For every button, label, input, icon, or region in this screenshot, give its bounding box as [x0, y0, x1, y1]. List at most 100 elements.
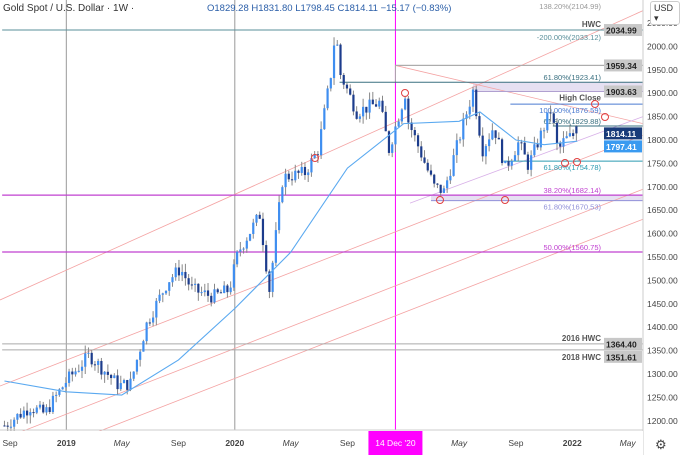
candle-down: [475, 89, 478, 117]
candle-down: [387, 131, 391, 153]
candle-up: [132, 371, 135, 379]
candle-down: [365, 106, 368, 113]
price-tick-label: 2000.00: [647, 41, 678, 51]
candle-up: [274, 230, 277, 263]
candle-up: [200, 292, 203, 294]
candle-down: [25, 410, 29, 416]
high-close-band: [472, 82, 643, 92]
candle-down: [93, 364, 97, 366]
candle-up: [484, 146, 488, 157]
candle-down: [342, 75, 345, 85]
candle-up: [22, 410, 25, 418]
price-tag: [604, 59, 642, 72]
price-tick-label: 1750.00: [647, 158, 678, 168]
price-tick-label: 1250.00: [647, 392, 678, 402]
candle-up: [38, 404, 42, 408]
candle-up: [45, 407, 48, 413]
price-tick-label: 1800.00: [647, 135, 678, 145]
candle-up: [135, 359, 139, 372]
candle-down: [187, 278, 190, 285]
candle-down: [352, 94, 355, 112]
candle-up: [16, 413, 19, 420]
candle-down: [303, 166, 307, 176]
price-tag-label: 1903.63: [606, 87, 637, 97]
candle-down: [42, 404, 45, 413]
price-tick-label: 1350.00: [647, 346, 678, 356]
price-tick-label: 1900.00: [647, 88, 678, 98]
price-tick-label: 1200.00: [647, 416, 678, 426]
candle-down: [226, 285, 229, 293]
candle-up: [174, 267, 177, 278]
level-label: 138.20%(2104.99): [539, 2, 601, 11]
candle-up: [533, 144, 536, 156]
price-tag: [604, 140, 642, 153]
price-tick-label: 1850.00: [647, 112, 678, 122]
candle-down: [410, 122, 413, 131]
candle-up: [9, 426, 13, 428]
candle-up: [171, 277, 174, 283]
currency-selector[interactable]: USD ▾: [650, 1, 680, 25]
price-tag: [604, 337, 642, 350]
candle-up: [307, 172, 310, 176]
price-tick-label: 1500.00: [647, 275, 678, 285]
level-label: 100.00%(1876.59): [539, 106, 601, 115]
candle-up: [336, 44, 339, 46]
candle-up: [300, 166, 303, 173]
candle-down: [349, 88, 352, 95]
candle-down: [371, 99, 374, 105]
candle-down: [523, 142, 526, 155]
candle-up: [239, 249, 242, 252]
candle-down: [552, 113, 555, 123]
candle-down: [355, 111, 358, 119]
candle-down: [559, 143, 562, 147]
level-label: -200.00%(2033.12): [537, 33, 602, 42]
candle-down: [426, 162, 429, 171]
candle-down: [423, 157, 426, 163]
time-tick-label: Sep: [340, 438, 355, 448]
candle-up: [113, 375, 116, 379]
candle-up: [80, 366, 84, 371]
candle-up: [255, 214, 258, 223]
touch-point-marker: [573, 158, 581, 166]
channel-line: [37, 218, 644, 455]
candle-up: [61, 387, 64, 390]
candle-down: [109, 374, 113, 379]
candle-down: [520, 142, 523, 144]
candle-up: [513, 155, 517, 162]
level-label: High Close: [559, 94, 601, 103]
candle-down: [177, 267, 181, 276]
candle-down: [478, 116, 481, 136]
candle-up: [271, 262, 274, 292]
touch-point-marker: [401, 89, 409, 97]
gear-icon[interactable]: ⚙: [655, 437, 667, 452]
channel-line: [0, 188, 644, 441]
candle-up: [129, 378, 132, 390]
time-tick-label: Sep: [508, 438, 523, 448]
candle-down: [497, 137, 500, 140]
candle-down: [32, 412, 35, 414]
level-label: 2016 HWC: [562, 334, 601, 343]
candle-up: [35, 407, 38, 413]
candle-down: [429, 170, 433, 175]
candle-up: [161, 293, 164, 295]
candle-down: [100, 360, 103, 375]
candle-up: [323, 108, 326, 130]
candle-up: [362, 106, 365, 117]
candle-up: [119, 383, 122, 390]
price-tick-label: 1950.00: [647, 65, 678, 75]
touch-point-marker: [561, 159, 569, 167]
candle-up: [510, 161, 513, 166]
candle-up: [278, 202, 281, 231]
candle-up: [64, 382, 67, 388]
candle-up: [229, 287, 232, 293]
price-tick-label: 1450.00: [647, 299, 678, 309]
fib-band: [430, 195, 643, 201]
candle-up: [164, 290, 168, 294]
candle-up: [310, 158, 313, 173]
candle-up: [404, 98, 407, 110]
level-label: 38.20%(1682.14): [543, 186, 601, 195]
candle-down: [416, 135, 420, 147]
candle-up: [488, 139, 491, 147]
